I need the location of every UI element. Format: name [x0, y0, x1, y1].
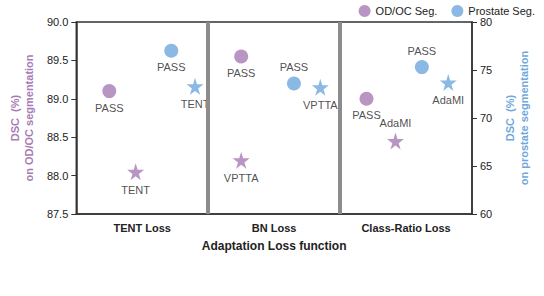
- svg-text:on prostate segmentation: on prostate segmentation: [518, 50, 530, 185]
- svg-text:Class-Ratio Loss: Class-Ratio Loss: [361, 222, 450, 234]
- svg-text:TENT: TENT: [181, 98, 210, 110]
- svg-text:80: 80: [480, 16, 492, 28]
- svg-text:on OD/OC segmentation: on OD/OC segmentation: [23, 54, 35, 181]
- svg-text:87.5: 87.5: [47, 208, 68, 220]
- svg-text:89.0: 89.0: [47, 93, 68, 105]
- svg-text:PASS: PASS: [352, 109, 381, 121]
- svg-text:75: 75: [480, 64, 492, 76]
- svg-text:Prostate Seg.: Prostate Seg.: [468, 5, 535, 17]
- svg-text:DSC (%): DSC (%): [504, 94, 516, 141]
- svg-text:88.0: 88.0: [47, 170, 68, 182]
- svg-text:OD/OC Seg.: OD/OC Seg.: [376, 5, 438, 17]
- svg-text:BN Loss: BN Loss: [252, 222, 297, 234]
- svg-text:TENT: TENT: [121, 184, 150, 196]
- svg-text:88.5: 88.5: [47, 131, 68, 143]
- svg-text:PASS: PASS: [408, 45, 437, 57]
- svg-text:AdaMI: AdaMI: [432, 94, 464, 106]
- svg-text:AdaMI: AdaMI: [380, 117, 412, 129]
- svg-text:PASS: PASS: [280, 61, 309, 73]
- svg-text:PASS: PASS: [95, 102, 124, 114]
- svg-text:DSC (%): DSC (%): [9, 94, 21, 141]
- svg-text:VPTTA: VPTTA: [224, 172, 259, 184]
- svg-text:PASS: PASS: [227, 67, 256, 79]
- svg-text:70: 70: [480, 112, 492, 124]
- svg-text:VPTTA: VPTTA: [303, 99, 338, 111]
- svg-text:60: 60: [480, 208, 492, 220]
- svg-text:65: 65: [480, 160, 492, 172]
- svg-text:TENT Loss: TENT Loss: [114, 222, 171, 234]
- svg-text:89.5: 89.5: [47, 54, 68, 66]
- svg-text:PASS: PASS: [157, 61, 186, 73]
- svg-text:90.0: 90.0: [47, 16, 68, 28]
- svg-text:Adaptation Loss function: Adaptation Loss function: [202, 239, 347, 253]
